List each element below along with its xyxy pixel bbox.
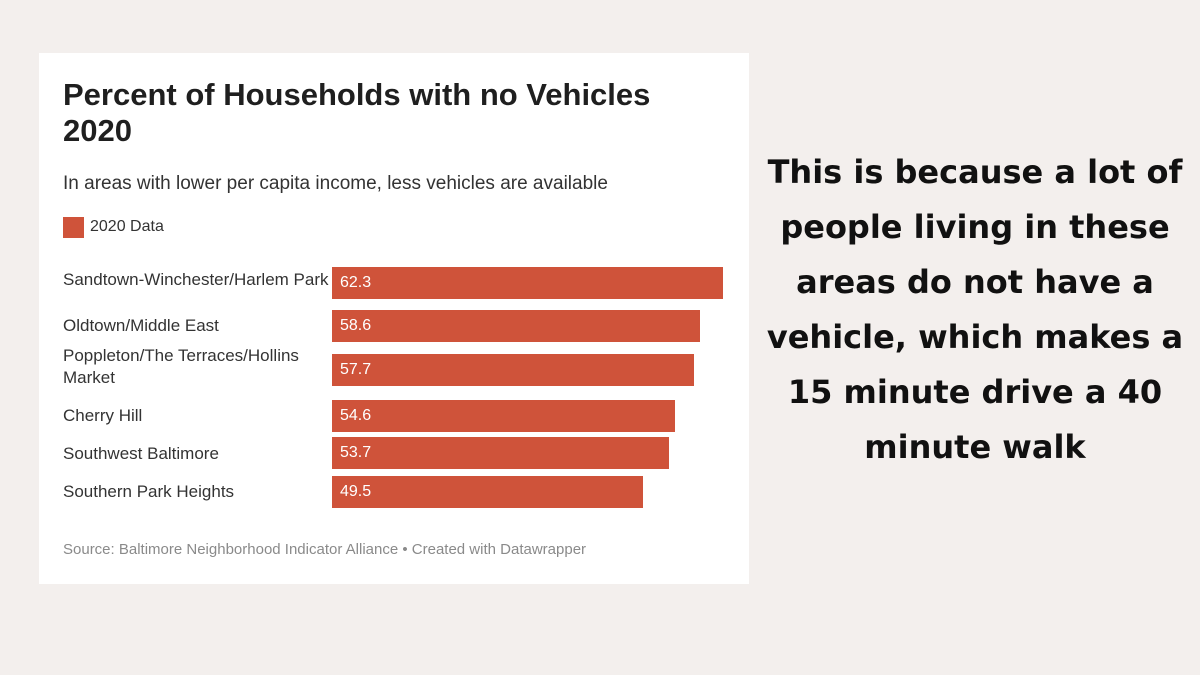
bar: 58.6	[332, 310, 700, 342]
category-label: Oldtown/Middle East	[63, 316, 219, 335]
explanation-text: This is because a lot of people living i…	[766, 153, 1184, 466]
chart-subtitle: In areas with lower per capita income, l…	[63, 173, 608, 194]
bar: 54.6	[332, 400, 675, 432]
category-label: Southern Park Heights	[63, 482, 235, 501]
bar-value-label: 54.6	[340, 407, 372, 424]
chart-legend: 2020 Data	[63, 216, 164, 238]
bar-value-label: 62.3	[340, 274, 372, 291]
bar-value-label: 58.6	[340, 317, 372, 334]
bar: 62.3	[332, 267, 723, 299]
bar: 57.7	[332, 354, 695, 386]
bar-value-label: 49.5	[340, 483, 372, 500]
category-label: Southwest Baltimore	[63, 444, 219, 463]
bar-value-label: 53.7	[340, 444, 372, 461]
chart-title: Percent of Households with no Vehicles 2…	[63, 77, 651, 148]
bar: 53.7	[332, 437, 670, 469]
bar: 49.5	[332, 476, 643, 508]
legend-label: 2020 Data	[90, 218, 164, 235]
chart-source: Source: Baltimore Neighborhood Indicator…	[63, 541, 587, 558]
chart-card: Percent of Households with no Vehicles 2…	[39, 53, 749, 584]
category-label: Cherry Hill	[63, 406, 143, 425]
bar-value-label: 57.7	[340, 361, 372, 378]
category-label: Sandtown-Winchester/Harlem Park	[63, 270, 329, 289]
legend-swatch	[63, 216, 84, 238]
category-label: Poppleton/The Terraces/Hollins Market	[63, 346, 299, 387]
